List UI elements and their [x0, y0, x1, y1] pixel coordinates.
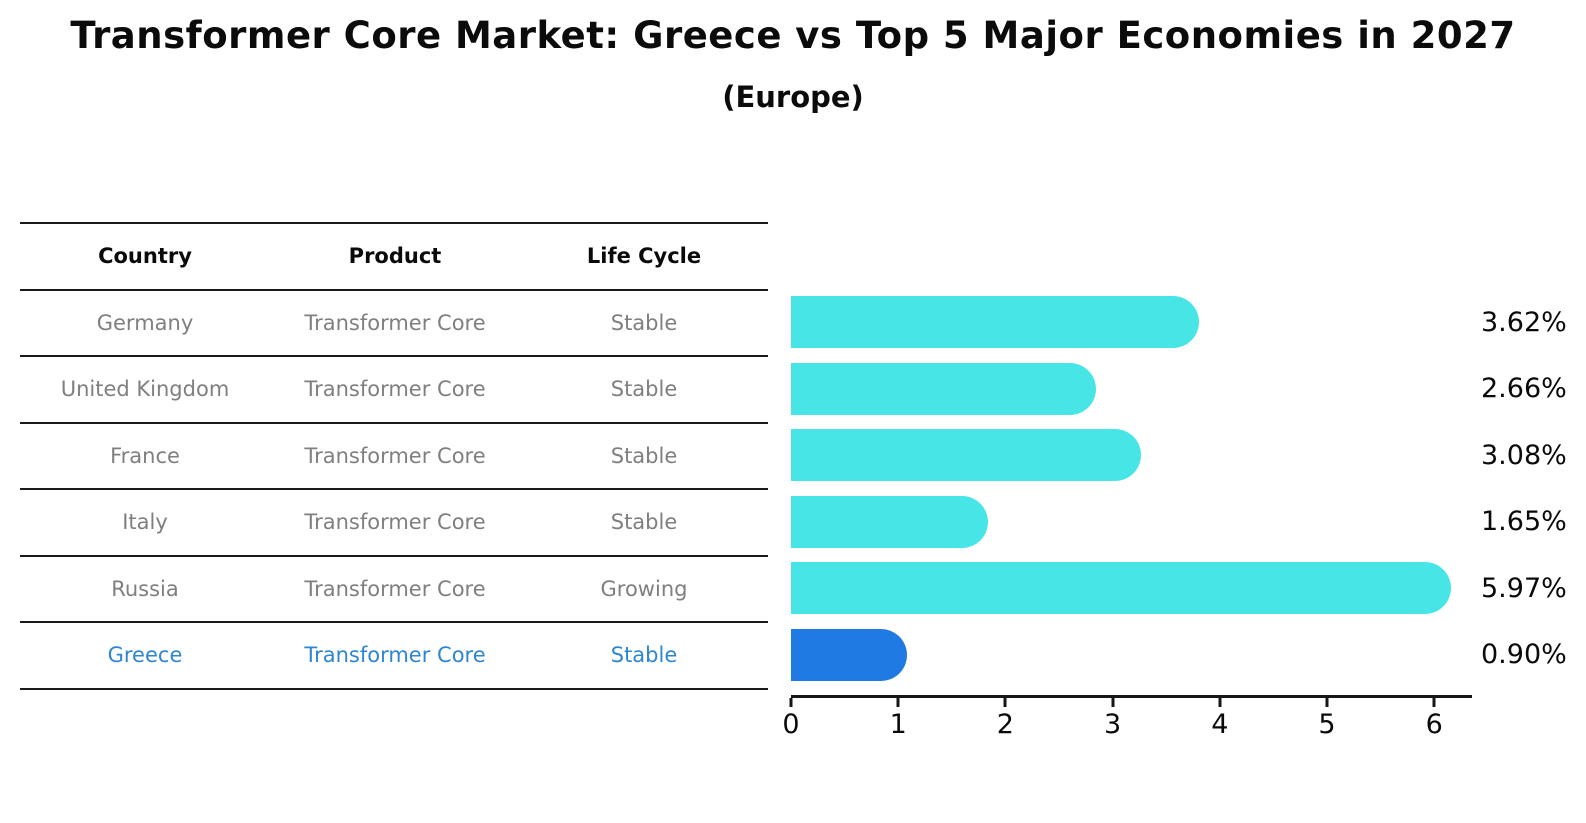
- cell-country: Greece: [107, 643, 183, 668]
- cell-product: Transformer Core: [304, 576, 486, 601]
- table-header-row: Country Product Life Cycle: [20, 222, 768, 291]
- x-tick-mark: [1111, 698, 1115, 707]
- bar-united-kingdom: [791, 362, 1097, 415]
- x-axis-line: [791, 695, 1472, 698]
- bar-france: [791, 429, 1142, 482]
- cell-country: Germany: [96, 310, 194, 335]
- x-tick-mark: [896, 698, 900, 707]
- x-tick-label: 3: [1104, 709, 1122, 740]
- x-tick-label: 2: [996, 709, 1014, 740]
- cell-life-cycle: Growing: [600, 576, 688, 601]
- bar-row: [791, 356, 1491, 423]
- cell-country: Russia: [111, 576, 179, 601]
- cell-country: France: [110, 443, 180, 468]
- bar-germany: [791, 296, 1200, 349]
- value-labels: 3.62% 2.66% 3.08% 1.65% 5.97% 0.90%: [1481, 289, 1581, 688]
- value-label-russia: 5.97%: [1481, 572, 1567, 604]
- cell-life-cycle: Stable: [610, 643, 678, 668]
- value-label-united-kingdom: 2.66%: [1481, 373, 1567, 405]
- table-row: Italy Transformer Core Stable: [20, 490, 768, 557]
- cell-life-cycle: Stable: [610, 443, 678, 468]
- bar-russia: [791, 562, 1451, 615]
- x-tick-mark: [1325, 698, 1329, 707]
- x-tick-mark: [1003, 698, 1007, 707]
- cell-life-cycle: Stable: [610, 510, 678, 535]
- x-tick-label: 1: [889, 709, 907, 740]
- value-label-italy: 1.65%: [1481, 506, 1567, 538]
- cell-life-cycle: Stable: [610, 377, 678, 402]
- bar-greece-highlight: [791, 628, 908, 681]
- bar-italy: [791, 495, 988, 548]
- value-label-france: 3.08%: [1481, 439, 1567, 471]
- bar-row: [791, 489, 1491, 556]
- bar-row: [791, 555, 1491, 622]
- cell-product: Transformer Core: [304, 510, 486, 535]
- value-label-germany: 3.62%: [1481, 306, 1567, 338]
- bar-row: [791, 422, 1491, 489]
- x-tick-mark: [789, 698, 793, 707]
- cell-product: Transformer Core: [304, 643, 486, 668]
- bar-row: [791, 622, 1491, 689]
- x-tick-label: 0: [782, 709, 800, 740]
- x-tick-mark: [1218, 698, 1222, 707]
- x-tick-label: 6: [1425, 709, 1443, 740]
- x-tick-label: 4: [1211, 709, 1229, 740]
- country-table: Country Product Life Cycle Germany Trans…: [20, 222, 768, 690]
- cell-country: United Kingdom: [60, 377, 230, 402]
- chart-subtitle: (Europe): [722, 80, 864, 114]
- column-header-country: Country: [98, 244, 192, 269]
- cell-life-cycle: Stable: [610, 310, 678, 335]
- x-tick-label: 5: [1318, 709, 1336, 740]
- table-row: Russia Transformer Core Growing: [20, 557, 768, 623]
- column-header-product: Product: [348, 244, 442, 269]
- bar-plot-area: [791, 289, 1491, 689]
- table-row: United Kingdom Transformer Core Stable: [20, 357, 768, 424]
- cell-country: Italy: [122, 510, 168, 535]
- table-row: Germany Transformer Core Stable: [20, 291, 768, 357]
- chart-title: Transformer Core Market: Greece vs Top 5…: [70, 14, 1516, 57]
- x-axis: 0 1 2 3 4 5 6: [782, 698, 1472, 743]
- bar-row: [791, 289, 1491, 356]
- table-row: France Transformer Core Stable: [20, 424, 768, 490]
- table-row-greece-highlight: Greece Transformer Core Stable: [20, 623, 768, 690]
- cell-product: Transformer Core: [304, 310, 486, 335]
- cell-product: Transformer Core: [304, 377, 486, 402]
- x-tick-mark: [1432, 698, 1436, 707]
- column-header-life-cycle: Life Cycle: [586, 244, 702, 269]
- cell-product: Transformer Core: [304, 443, 486, 468]
- value-label-greece: 0.90%: [1481, 639, 1567, 671]
